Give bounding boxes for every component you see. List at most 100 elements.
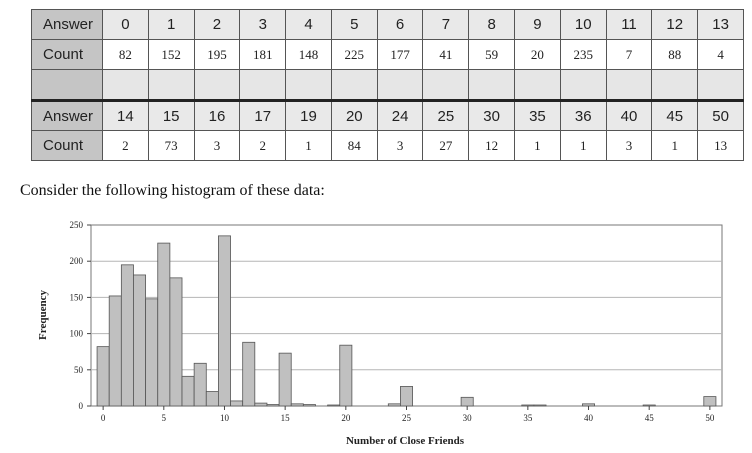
histogram-bar	[339, 344, 353, 407]
histogram-bar	[242, 341, 256, 407]
histogram-bar	[145, 298, 159, 407]
histogram-bar	[533, 404, 547, 407]
histogram-bar	[460, 396, 474, 407]
histogram-caption: Consider the following histogram of thes…	[20, 182, 325, 199]
blank-row-header	[31, 69, 103, 101]
blank-cell	[330, 69, 378, 101]
count-cell: 195	[193, 39, 241, 70]
answer-cell: 15	[147, 99, 195, 131]
answer-row-2: Answer 14 15 16 17 19 20 24 25 30 35 36 …	[31, 99, 744, 131]
count-cell: 3	[376, 130, 424, 161]
count-cell: 235	[559, 39, 607, 70]
histogram-bar	[96, 346, 110, 407]
histogram-bar	[120, 264, 134, 407]
histogram-bar	[387, 403, 401, 407]
count-cell: 12	[468, 130, 516, 161]
histogram-bar	[290, 403, 304, 407]
count-row-2: Count 2 73 3 2 1 84 3 27 12 1 1 3 1 13	[31, 130, 744, 161]
blank-cell	[376, 69, 424, 101]
x-tick-label: 50	[705, 413, 715, 423]
histogram-bar	[327, 404, 341, 407]
answer-cell: 2	[193, 9, 241, 40]
histogram-bar	[230, 400, 244, 407]
blank-cell	[285, 69, 332, 101]
answer-cell: 0	[102, 9, 149, 40]
count-cell: 1	[559, 130, 607, 161]
answer-cell: 13	[697, 9, 744, 40]
x-tick-label: 15	[281, 413, 291, 423]
histogram-bar	[400, 386, 413, 407]
blank-cell	[147, 69, 195, 101]
count-cell: 225	[330, 39, 378, 70]
y-tick-label: 200	[70, 256, 84, 266]
answer-cell: 12	[651, 9, 699, 40]
histogram-bar	[266, 404, 280, 407]
histogram-bar	[169, 277, 183, 407]
answer-cell: 36	[559, 99, 607, 131]
x-tick-label: 45	[645, 413, 655, 423]
answer-row-header: Answer	[31, 99, 103, 131]
y-tick-label: 50	[74, 365, 84, 375]
x-tick-label: 25	[402, 413, 412, 423]
answer-cell: 14	[102, 99, 149, 131]
answer-cell: 1	[147, 9, 195, 40]
count-cell: 1	[651, 130, 699, 161]
x-tick-label: 10	[220, 413, 230, 423]
count-cell: 3	[193, 130, 241, 161]
blank-cell	[559, 69, 607, 101]
blank-cell	[468, 69, 516, 101]
count-cell: 27	[422, 130, 470, 161]
histogram-bar	[205, 391, 219, 407]
count-cell: 1	[285, 130, 332, 161]
histogram-bar	[582, 403, 595, 407]
answer-cell: 9	[514, 9, 561, 40]
histogram-bar	[108, 295, 122, 407]
answer-cell: 25	[422, 99, 470, 131]
blank-spacer-row	[31, 69, 744, 101]
answer-row-header: Answer	[31, 9, 103, 40]
count-cell: 152	[147, 39, 195, 70]
count-row-header: Count	[31, 39, 103, 70]
answer-cell: 19	[285, 99, 332, 131]
histogram-bar	[218, 235, 231, 407]
y-axis-label: Frequency	[37, 290, 49, 340]
count-cell: 3	[605, 130, 653, 161]
answer-cell: 7	[422, 9, 470, 40]
y-tick-label: 0	[79, 401, 84, 411]
count-row-1: Count 82 152 195 181 148 225 177 41 59 2…	[31, 39, 744, 70]
answer-cell: 5	[330, 9, 378, 40]
x-tick-label: 5	[162, 413, 167, 423]
count-cell: 41	[422, 39, 470, 70]
answer-cell: 10	[559, 9, 607, 40]
count-cell: 88	[651, 39, 699, 70]
histogram-bar	[703, 396, 717, 407]
blank-cell	[239, 69, 287, 101]
answer-cell: 4	[285, 9, 332, 40]
x-tick-label: 30	[463, 413, 473, 423]
x-axis-label: Number of Close Friends	[346, 435, 465, 447]
count-cell: 181	[239, 39, 287, 70]
answer-cell: 50	[697, 99, 744, 131]
count-cell: 2	[239, 130, 287, 161]
bars	[96, 235, 717, 407]
blank-cell	[605, 69, 653, 101]
count-cell: 2	[102, 130, 149, 161]
y-tick-label: 150	[70, 292, 84, 302]
x-tick-label: 0	[101, 413, 106, 423]
x-tick-label: 40	[584, 413, 594, 423]
blank-cell	[102, 69, 149, 101]
blank-cell	[422, 69, 470, 101]
x-tick-label: 35	[523, 413, 533, 423]
count-cell: 13	[697, 130, 744, 161]
histogram-bar	[521, 404, 535, 407]
blank-cell	[697, 69, 744, 101]
count-cell: 82	[102, 39, 149, 70]
answer-cell: 8	[468, 9, 516, 40]
answer-row-1: Answer 0 1 2 3 4 5 6 7 8 9 10 11 12 13	[31, 9, 744, 40]
histogram-bar	[642, 404, 656, 407]
frequency-table: Answer 0 1 2 3 4 5 6 7 8 9 10 11 12 13 C…	[31, 9, 744, 161]
count-cell: 4	[697, 39, 744, 70]
count-cell: 7	[605, 39, 653, 70]
answer-cell: 3	[239, 9, 287, 40]
histogram-chart: 0 50 100 150 200 250 0 5 10 15 20 25 30 35 40 45 50 Numb…	[37, 220, 723, 447]
